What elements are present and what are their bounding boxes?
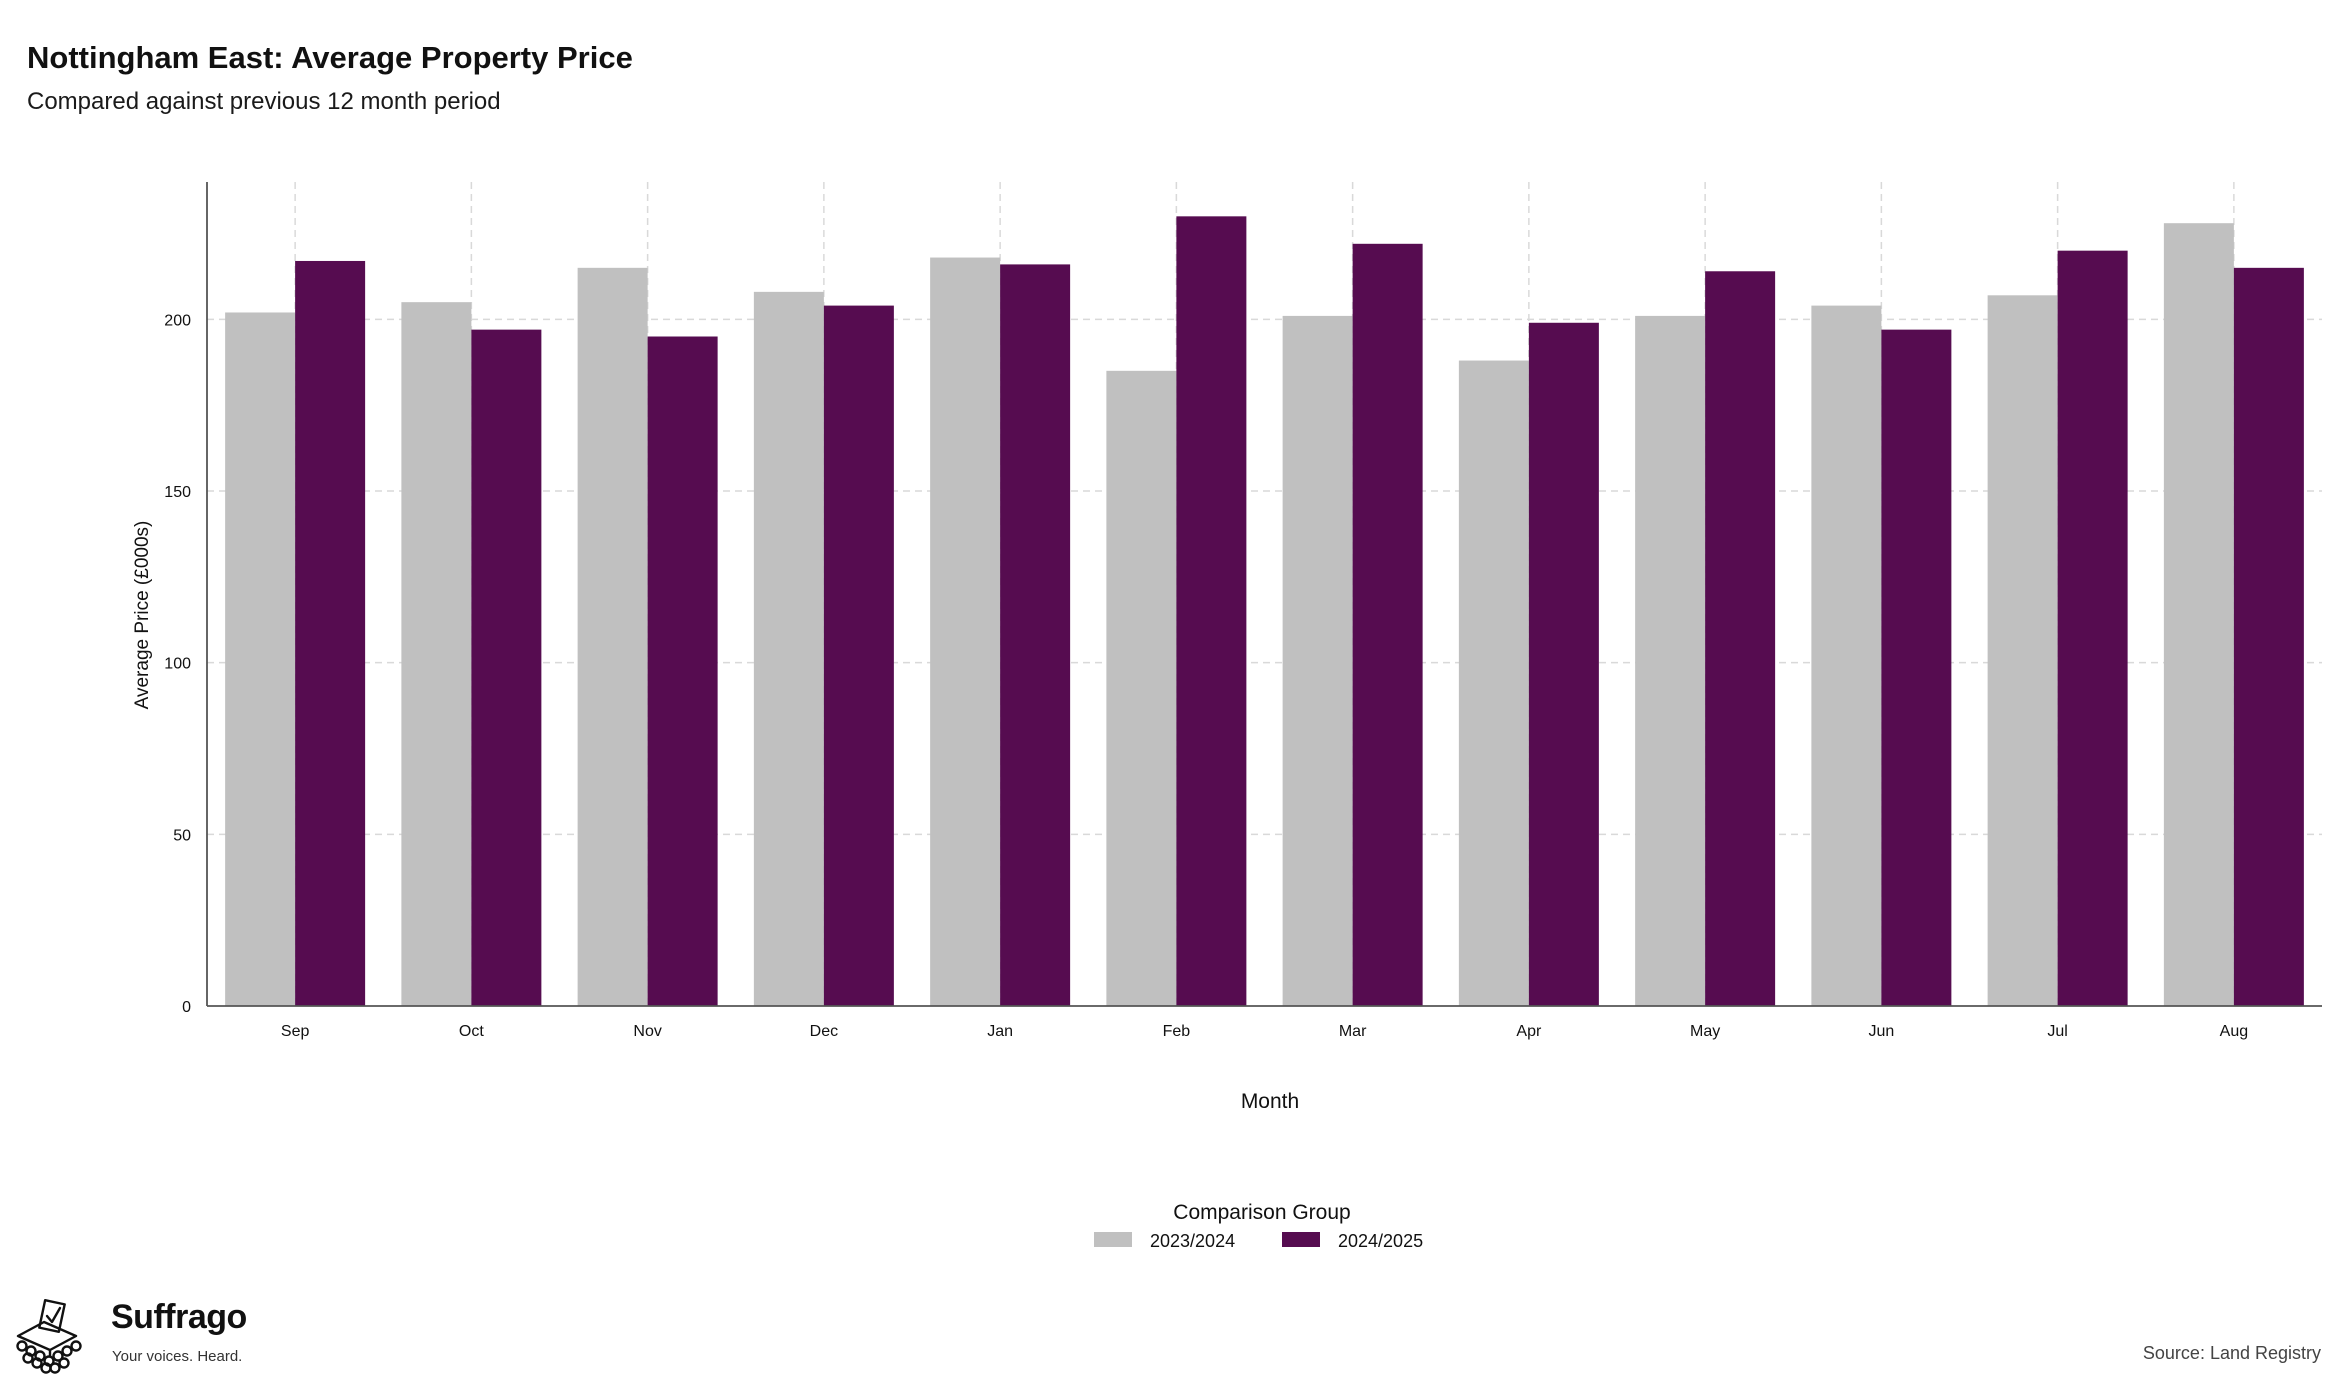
legend-swatch [1282, 1232, 1320, 1247]
bar-2024/2025-Jun [1881, 329, 1952, 1007]
x-tick-label: Nov [633, 1023, 661, 1040]
bar-2024/2025-Mar [1352, 243, 1423, 1007]
legend-swatch [1094, 1232, 1132, 1247]
x-tick-label: Aug [2220, 1023, 2248, 1040]
bar-2024/2025-May [1705, 271, 1776, 1006]
chart-title: Nottingham East: Average Property Price [27, 40, 633, 75]
x-tick-label: Feb [1163, 1023, 1191, 1040]
y-axis-label: Average Price (£000s) [132, 521, 153, 710]
bar-2023/2024-Jul [1987, 295, 2058, 1006]
bar-2024/2025-Aug [2233, 267, 2304, 1006]
y-tick-label: 200 [164, 312, 191, 329]
legend: Comparison Group 2023/2024 2024/2025 [1094, 1201, 1423, 1251]
y-tick-label: 100 [164, 656, 191, 673]
x-tick-label: Jul [2047, 1023, 2067, 1040]
x-tick-label: Jan [987, 1023, 1013, 1040]
brand-name: Suffrago [111, 1298, 247, 1336]
bar-2023/2024-Mar [1282, 315, 1353, 1006]
x-tick-label: Mar [1339, 1023, 1367, 1040]
axes: 0 50 100 150 200 Sep Oct Nov Dec Jan Feb Mar Apr May J… [164, 182, 2322, 1040]
bar-2023/2024-Nov [577, 267, 648, 1006]
brand-tagline: Your voices. Heard. [112, 1348, 243, 1365]
bar-2024/2025-Sep [295, 260, 366, 1006]
chart-subtitle: Compared against previous 12 month perio… [27, 88, 501, 115]
bar-2023/2024-Oct [401, 302, 472, 1007]
bar-2023/2024-Aug [2163, 223, 2234, 1006]
bar-2023/2024-Feb [1106, 370, 1177, 1006]
bar-2023/2024-Jun [1811, 305, 1882, 1007]
y-tick-label: 0 [182, 999, 191, 1016]
bar-2024/2025-Oct [471, 329, 542, 1007]
bars [225, 216, 2304, 1007]
x-axis-label: Month [1241, 1090, 1299, 1113]
legend-label: 2023/2024 [1150, 1231, 1235, 1251]
legend-label: 2024/2025 [1338, 1231, 1423, 1251]
x-tick-label: Sep [281, 1023, 310, 1040]
x-tick-label: May [1690, 1023, 1720, 1040]
x-tick-label: Dec [810, 1023, 838, 1040]
x-tick-label: Oct [459, 1023, 484, 1040]
bar-2024/2025-Jul [2057, 250, 2128, 1006]
x-tick-label: Jun [1868, 1023, 1894, 1040]
bar-2023/2024-Sep [225, 312, 296, 1006]
suffrago-logo: Suffrago Your voices. Heard. [14, 1294, 264, 1376]
bar-2024/2025-Jan [1000, 264, 1071, 1006]
bar-2024/2025-Feb [1176, 216, 1247, 1007]
x-tick-label: Apr [1516, 1023, 1542, 1040]
source-note: Source: Land Registry [2142, 1343, 2321, 1363]
bar-2023/2024-May [1635, 315, 1706, 1006]
ballot-box-icon [16, 1299, 82, 1374]
bar-2023/2024-Dec [753, 291, 824, 1006]
legend-title: Comparison Group [1173, 1201, 1350, 1224]
y-tick-label: 150 [164, 484, 191, 501]
bar-2024/2025-Nov [647, 336, 718, 1006]
bar-2023/2024-Apr [1458, 360, 1529, 1006]
y-tick-label: 50 [173, 827, 191, 844]
bar-2023/2024-Jan [930, 257, 1001, 1006]
bar-2024/2025-Apr [1528, 322, 1599, 1006]
bar-2024/2025-Dec [823, 305, 894, 1007]
